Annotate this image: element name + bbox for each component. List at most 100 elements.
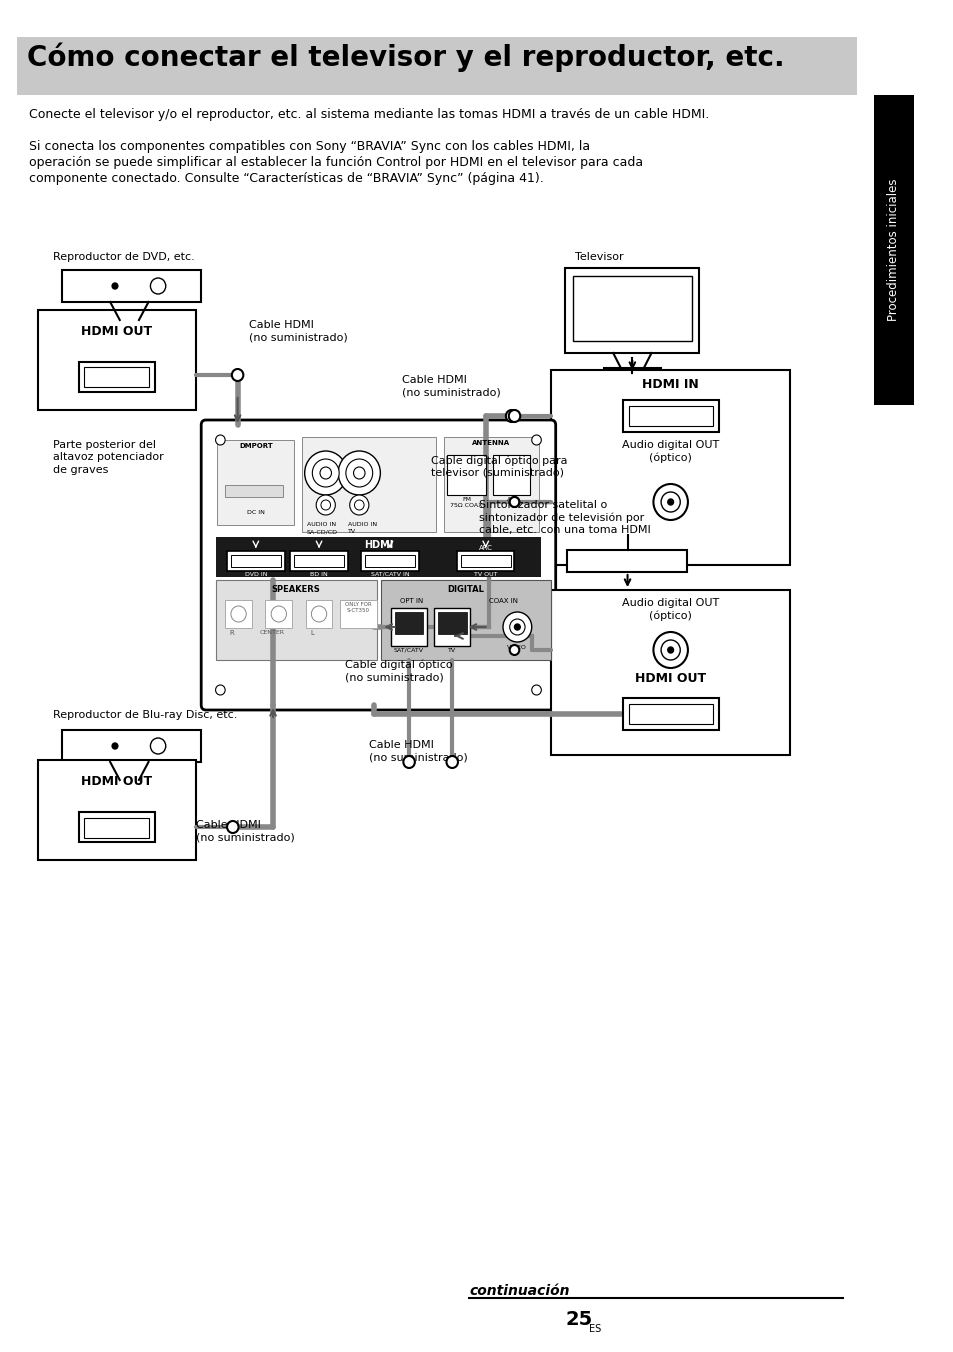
Circle shape <box>311 606 326 622</box>
Circle shape <box>660 492 679 512</box>
Text: Cable digital óptico
(no suministrado): Cable digital óptico (no suministrado) <box>345 660 452 683</box>
Text: SPEAKERS: SPEAKERS <box>272 585 320 594</box>
Circle shape <box>319 466 331 479</box>
Circle shape <box>653 631 687 668</box>
Text: DMPORT: DMPORT <box>238 443 273 449</box>
Bar <box>217 439 294 525</box>
Bar <box>215 537 540 577</box>
Text: COAX IN: COAX IN <box>488 598 517 604</box>
Text: ANTENNA: ANTENNA <box>472 439 510 446</box>
Text: HDMI IN: HDMI IN <box>641 379 699 391</box>
Circle shape <box>446 756 457 768</box>
Text: BD IN: BD IN <box>310 572 328 577</box>
Text: Cable HDMI
(no suministrado): Cable HDMI (no suministrado) <box>196 821 294 842</box>
Bar <box>391 608 427 646</box>
Bar <box>38 310 196 410</box>
Text: SA-CD/CD: SA-CD/CD <box>306 529 337 534</box>
Circle shape <box>215 435 225 445</box>
Bar <box>460 556 510 566</box>
Bar <box>227 552 284 571</box>
Bar <box>550 370 790 565</box>
Text: Cable HDMI
(no suministrado): Cable HDMI (no suministrado) <box>402 375 500 397</box>
Bar <box>84 366 150 387</box>
Text: ES: ES <box>589 1324 600 1334</box>
Circle shape <box>232 369 243 381</box>
Circle shape <box>151 738 166 754</box>
Text: L: L <box>310 630 314 635</box>
Text: Reproductor de Blu-ray Disc, etc.: Reproductor de Blu-ray Disc, etc. <box>52 710 237 721</box>
Bar <box>78 362 155 392</box>
Text: TV: TV <box>448 648 456 653</box>
Circle shape <box>346 458 373 487</box>
Bar <box>340 600 376 627</box>
Bar <box>434 608 470 646</box>
Bar <box>225 485 282 498</box>
Bar <box>567 550 686 572</box>
Text: Cable HDMI
(no suministrado): Cable HDMI (no suministrado) <box>249 320 348 342</box>
Text: Audio digital OUT
(óptico): Audio digital OUT (óptico) <box>621 439 719 462</box>
Text: Si conecta los componentes compatibles con Sony “BRAVIA” Sync con los cables HDM: Si conecta los componentes compatibles c… <box>29 141 642 185</box>
Bar <box>493 456 529 495</box>
Text: Procedimientos iniciales: Procedimientos iniciales <box>886 178 900 322</box>
Text: ARC: ARC <box>478 545 492 552</box>
Text: AUDIO IN: AUDIO IN <box>306 522 335 527</box>
Text: R: R <box>230 630 234 635</box>
Circle shape <box>667 499 673 506</box>
Bar <box>622 400 718 433</box>
Bar <box>873 95 913 406</box>
Bar <box>550 589 790 754</box>
Bar <box>290 552 348 571</box>
Bar <box>381 580 550 660</box>
Circle shape <box>505 410 517 422</box>
Bar <box>456 552 514 571</box>
Bar <box>78 813 155 842</box>
Text: TV: TV <box>348 529 355 534</box>
Text: SAT/CATV IN: SAT/CATV IN <box>371 572 409 577</box>
FancyBboxPatch shape <box>201 420 555 710</box>
Text: Conecte el televisor y/o el reproductor, etc. al sistema mediante las tomas HDMI: Conecte el televisor y/o el reproductor,… <box>29 108 708 120</box>
Text: Sintonizador satelital o
sintonizador de televisión por
cable, etc. con una toma: Sintonizador satelital o sintonizador de… <box>478 500 650 535</box>
Text: DIGITAL: DIGITAL <box>447 585 483 594</box>
Circle shape <box>509 498 518 507</box>
Bar <box>294 556 344 566</box>
Bar <box>62 730 201 763</box>
Text: FM
75Ω COAX: FM 75Ω COAX <box>450 498 482 508</box>
Text: DVD IN: DVD IN <box>244 572 267 577</box>
Text: continuación: continuación <box>469 1284 569 1298</box>
Circle shape <box>509 619 524 635</box>
Text: HDMI: HDMI <box>363 539 393 550</box>
Bar <box>365 556 415 566</box>
Bar <box>231 556 280 566</box>
Bar <box>265 600 292 627</box>
Circle shape <box>227 821 238 833</box>
Text: OPT IN: OPT IN <box>400 598 423 604</box>
Circle shape <box>509 498 518 507</box>
Bar <box>62 270 201 301</box>
Circle shape <box>509 645 518 654</box>
Text: AUDIO IN: AUDIO IN <box>348 522 376 527</box>
Circle shape <box>667 648 673 653</box>
Circle shape <box>151 279 166 293</box>
Bar <box>437 612 466 634</box>
Bar <box>395 612 423 634</box>
Circle shape <box>660 639 679 660</box>
Bar <box>628 704 712 725</box>
Circle shape <box>320 500 330 510</box>
Text: HDMI OUT: HDMI OUT <box>635 672 705 685</box>
Text: CENTER: CENTER <box>259 630 284 635</box>
Circle shape <box>531 685 540 695</box>
Circle shape <box>315 495 335 515</box>
Circle shape <box>231 606 246 622</box>
Text: Cable digital óptico para
televisor (suministrado): Cable digital óptico para televisor (sum… <box>431 456 567 477</box>
Text: TV OUT: TV OUT <box>474 572 497 577</box>
Circle shape <box>653 484 687 521</box>
Circle shape <box>502 612 531 642</box>
Circle shape <box>403 756 415 768</box>
Bar <box>622 698 718 730</box>
Text: HDMI OUT: HDMI OUT <box>81 324 152 338</box>
Circle shape <box>350 495 369 515</box>
Text: HDMI OUT: HDMI OUT <box>81 775 152 788</box>
Text: DC IN: DC IN <box>247 510 265 515</box>
Bar <box>447 456 485 495</box>
Bar <box>84 818 150 838</box>
